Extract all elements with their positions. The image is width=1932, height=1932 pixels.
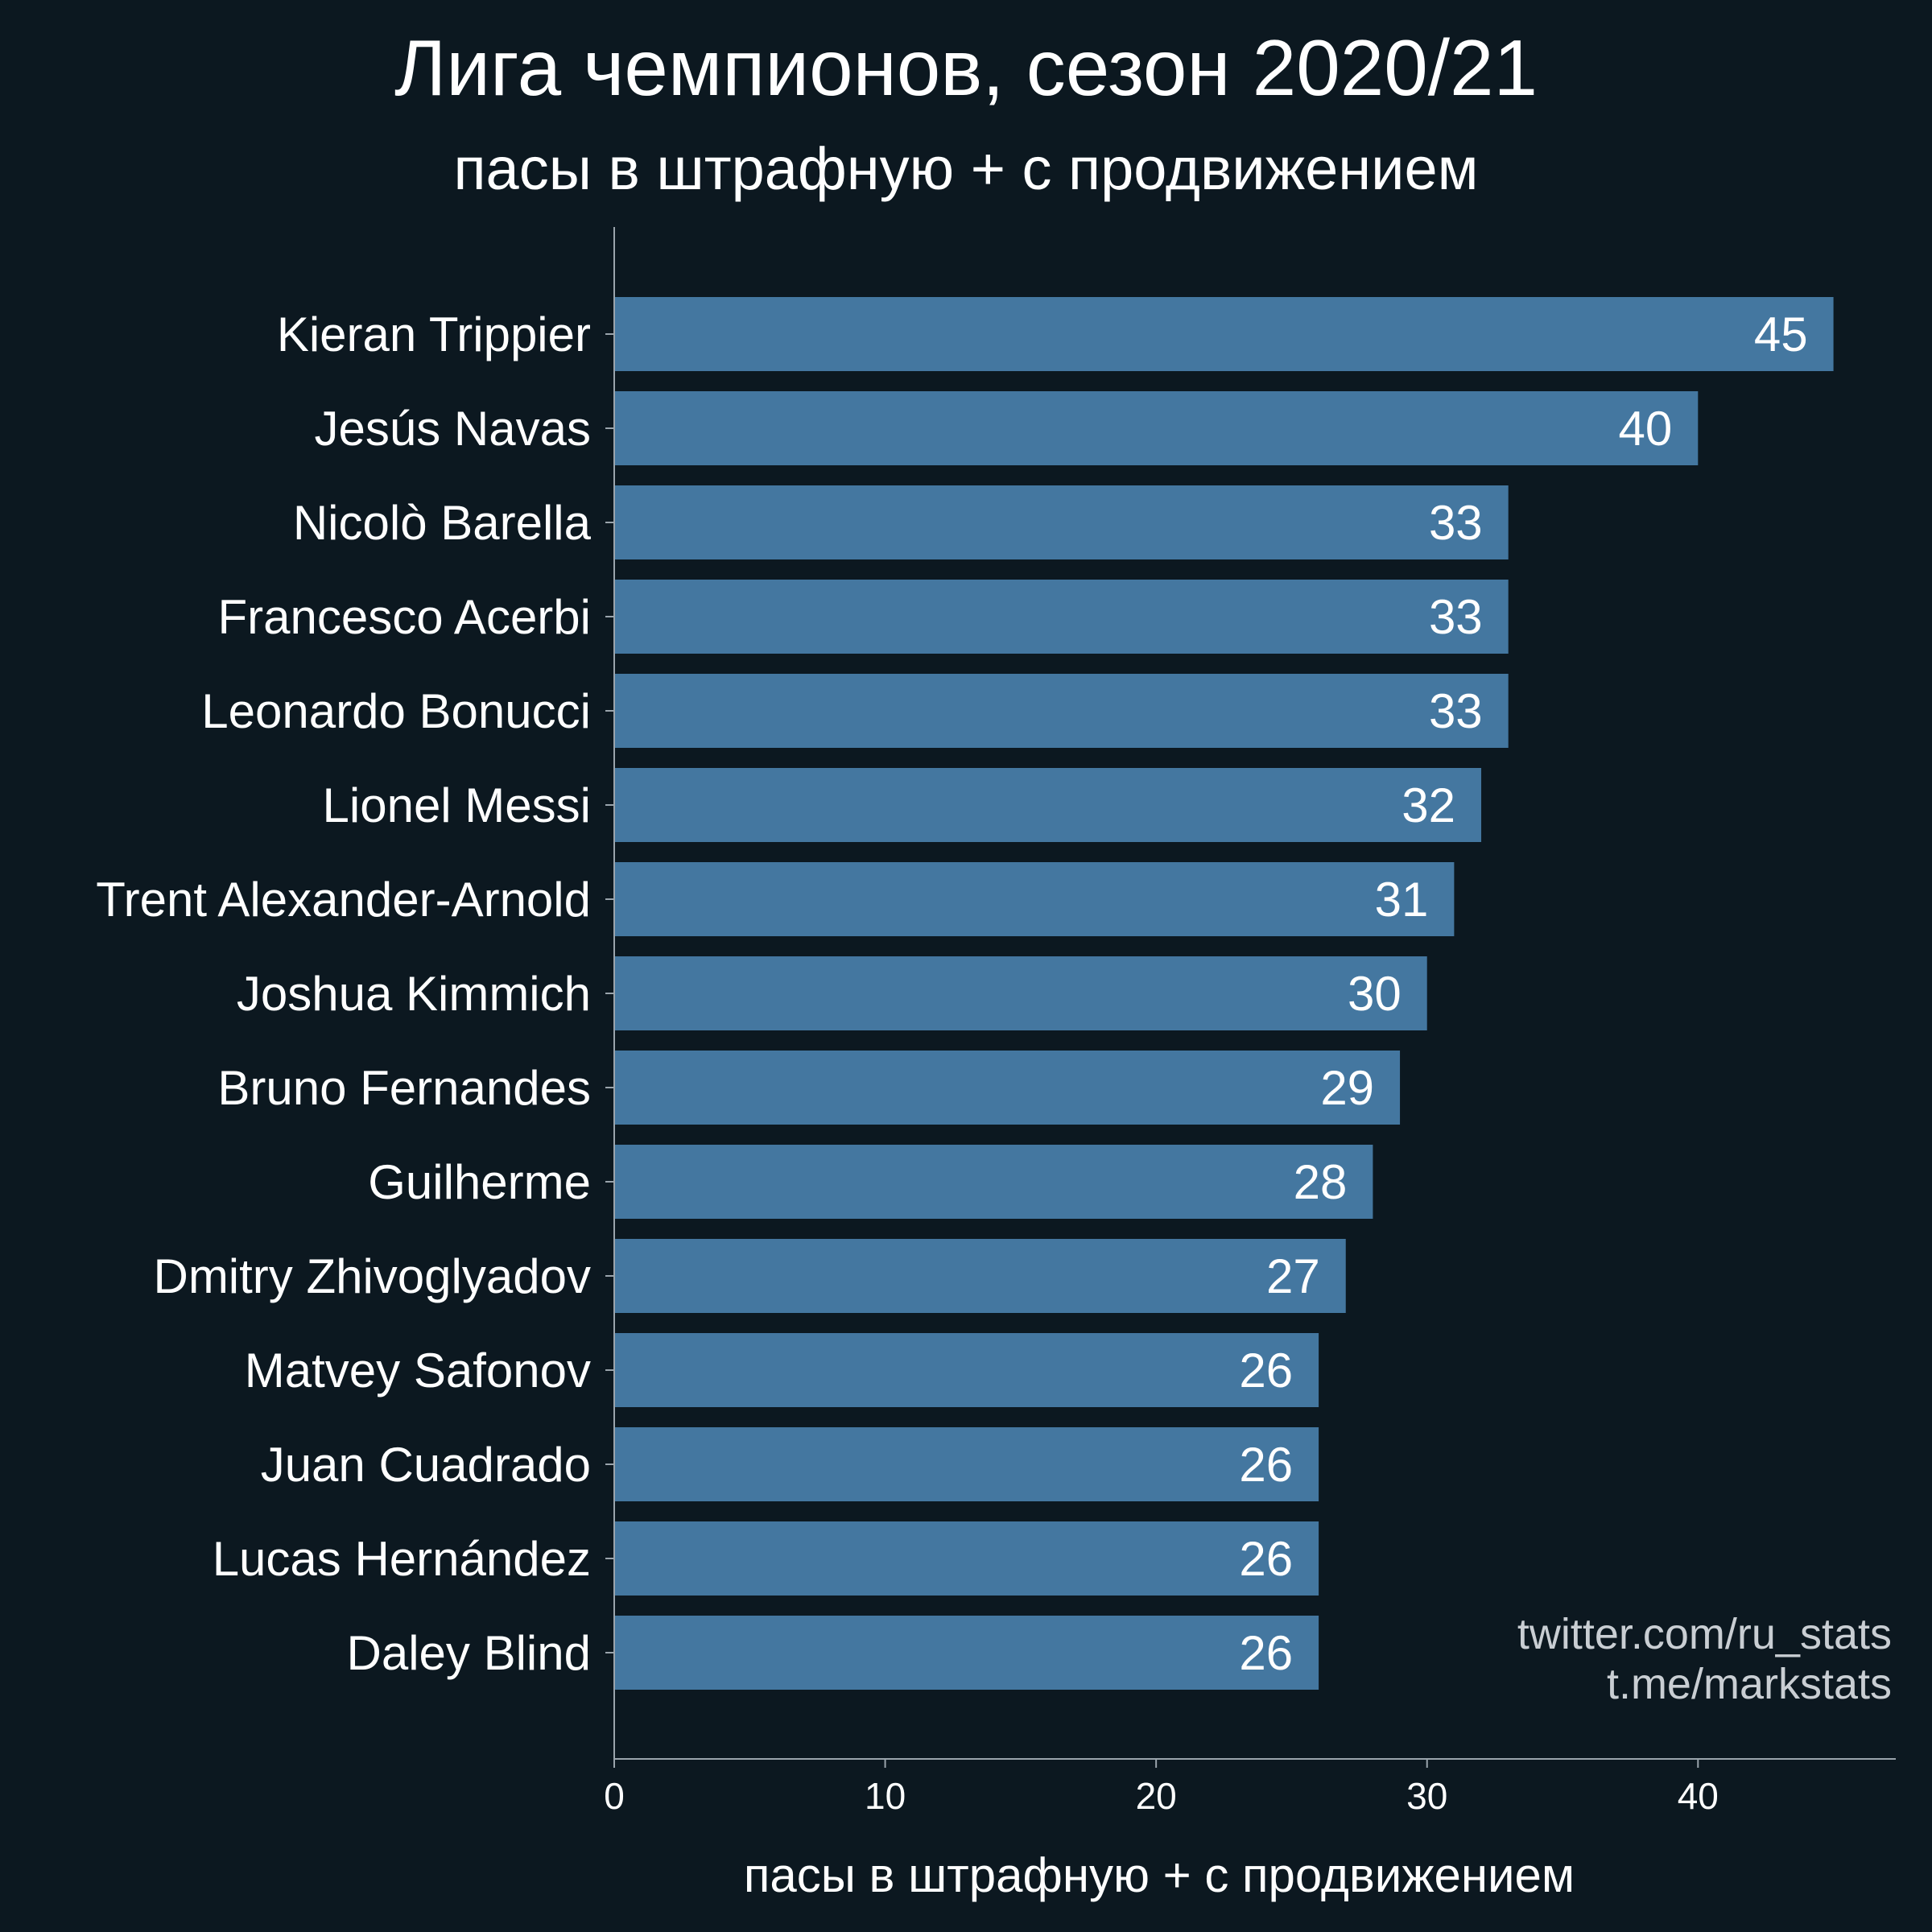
x-tick-label: 20 [1136,1775,1177,1817]
credit-telegram: t.me/markstats [1607,1660,1892,1708]
bar [614,1333,1319,1407]
bar [614,580,1509,654]
x-tick-label: 30 [1406,1775,1447,1817]
data-label: 31 [1375,873,1429,927]
data-label: 27 [1266,1249,1320,1303]
data-label: 32 [1402,778,1455,832]
bar [614,391,1699,465]
bar [614,1145,1373,1219]
data-label: 29 [1320,1061,1374,1115]
y-tick-label: Francesco Acerbi [217,590,591,644]
data-label: 26 [1239,1344,1293,1397]
credit-twitter: twitter.com/ru_stats [1517,1610,1892,1658]
y-tick-label: Leonardo Bonucci [201,684,591,738]
data-label: 33 [1429,496,1483,550]
y-tick-label: Dmitry Zhivoglyadov [154,1249,592,1303]
y-tick-label: Kieran Trippier [277,308,591,361]
bar [614,956,1427,1030]
data-label: 45 [1754,308,1808,361]
y-tick-label: Joshua Kimmich [237,967,591,1021]
data-label: 26 [1239,1438,1293,1492]
bar [614,1051,1401,1125]
bar [614,1427,1319,1501]
data-label: 40 [1619,402,1673,456]
axes-group: Kieran Trippier Jesús Navas Nicolò Barella… [96,227,1896,1817]
bar [614,674,1509,748]
bar [614,297,1834,371]
y-tick-label: Jesús Navas [315,402,591,456]
x-tick-label: 40 [1678,1775,1719,1817]
y-tick-label: Bruno Fernandes [217,1061,591,1115]
y-tick-label: Matvey Safonov [245,1344,591,1397]
y-tick-label: Lucas Hernández [213,1532,591,1586]
data-label: 33 [1429,684,1483,738]
y-tick-label: Lionel Messi [323,778,592,832]
y-tick-label: Daley Blind [347,1626,592,1680]
bar [614,1616,1319,1690]
bar [614,1239,1346,1313]
y-tick-label: Trent Alexander-Arnold [96,873,591,927]
bar [614,768,1482,842]
bar [614,1521,1319,1596]
chart-subtitle: пасы в штрафную + с продвижением [453,135,1478,202]
data-label: 30 [1348,967,1402,1021]
data-label: 26 [1239,1532,1293,1586]
x-tick-label: 0 [604,1775,625,1817]
x-axis-label: пасы в штрафную + с продвижением [744,1848,1575,1902]
data-label: 33 [1429,590,1483,644]
chart-title: Лига чемпионов, сезон 2020/21 [394,23,1538,112]
y-tick-label: Juan Cuadrado [261,1438,591,1492]
bar [614,485,1509,559]
y-tick-label: Guilherme [368,1155,591,1209]
data-label: 26 [1239,1626,1293,1680]
y-tick-label: Nicolò Barella [293,496,592,550]
x-tick-label: 10 [865,1775,906,1817]
bars-group: 45 40 33 33 33 32 31 30 29 28 27 26 26 26 26 [614,297,1834,1690]
bar [614,862,1455,936]
data-label: 28 [1294,1155,1348,1209]
